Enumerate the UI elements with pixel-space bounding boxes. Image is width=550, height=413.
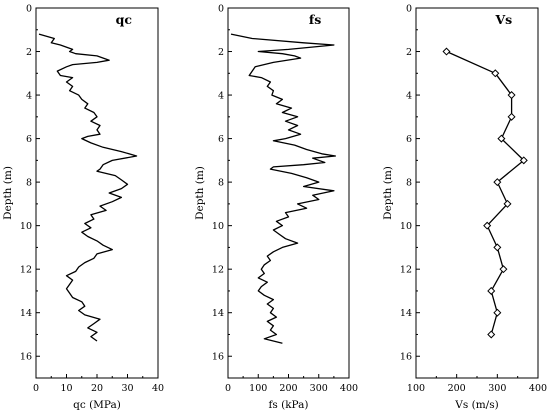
x-tick-label: 300 — [488, 383, 506, 394]
data-point-marker — [487, 286, 496, 295]
data-point-marker — [487, 330, 496, 339]
y-tick-label: 4 — [218, 91, 224, 102]
y-tick-label: 8 — [218, 178, 224, 189]
data-point-marker — [491, 69, 500, 78]
x-tick-label: 10 — [60, 383, 72, 394]
y-tick-label: 8 — [406, 178, 412, 189]
x-tick-label: 200 — [448, 383, 466, 394]
data-point-marker — [483, 221, 492, 230]
series-line-qc — [38, 33, 138, 342]
x-tick-label: 20 — [91, 383, 103, 394]
data-point-marker — [507, 112, 516, 121]
x-tick-label: 200 — [279, 383, 297, 394]
y-tick-label: 8 — [26, 178, 32, 189]
data-point-marker — [519, 156, 528, 165]
data-point-marker — [493, 243, 502, 252]
y-tick-label: 2 — [218, 47, 224, 58]
y-tick-label: 0 — [218, 4, 224, 15]
x-tick-label: 0 — [33, 383, 39, 394]
y-tick-label: 6 — [26, 134, 32, 145]
y-tick-label: 6 — [406, 134, 412, 145]
y-tick-label: 16 — [400, 352, 412, 363]
y-tick-label: 4 — [406, 91, 412, 102]
y-tick-label: 10 — [212, 221, 224, 232]
panel-qc: 0 2 4 6 8 10 12 14 16 0 10 20 30 40 qc (MPa) Depth (m) q… — [2, 4, 164, 412]
y-axis-title: Depth (m) — [2, 166, 14, 220]
x-tick-label: 0 — [225, 383, 231, 394]
panel-title: fs — [309, 12, 321, 27]
x-tick-label: 100 — [407, 383, 425, 394]
y-tick-label: 14 — [212, 308, 224, 319]
x-axis-title: Vs (m/s) — [454, 399, 498, 411]
x-tick-label: 100 — [249, 383, 267, 394]
y-tick-label: 0 — [406, 4, 412, 15]
x-tick-label: 30 — [121, 383, 133, 394]
y-axis-title: Depth (m) — [194, 166, 206, 220]
y-tick-label: 12 — [20, 265, 32, 276]
x-axis-title: fs (kPa) — [268, 399, 308, 411]
y-tick-label: 16 — [212, 352, 224, 363]
y-tick-label: 10 — [400, 221, 412, 232]
y-tick-label: 0 — [26, 4, 32, 15]
y-tick-label: 14 — [20, 308, 32, 319]
x-tick-label: 400 — [529, 383, 547, 394]
x-tick-label: 400 — [340, 383, 358, 394]
y-axis-title: Depth (m) — [382, 166, 394, 220]
y-tick-label: 12 — [400, 265, 412, 276]
data-point-marker — [497, 134, 506, 143]
data-point-marker — [442, 47, 451, 56]
data-point-marker — [493, 178, 502, 187]
panel-title: Vs — [494, 12, 512, 27]
x-axis-title: qc (MPa) — [73, 399, 121, 411]
y-tick-label: 6 — [218, 134, 224, 145]
panel-vs: 0 2 4 6 8 10 12 14 16 100 200 300 400 Vs (m/s) Depth (… — [382, 4, 547, 412]
series-line-fs — [230, 33, 337, 344]
y-tick-label: 4 — [26, 91, 32, 102]
plot-frame — [35, 7, 159, 379]
data-point-marker — [499, 265, 508, 274]
y-tick-label: 2 — [406, 47, 412, 58]
y-tick-label: 10 — [20, 221, 32, 232]
plot-frame — [227, 7, 350, 379]
y-tick-label: 12 — [212, 265, 224, 276]
panel-fs: 0 2 4 6 8 10 12 14 16 0 100 200 300 400 fs (kPa) Depth … — [194, 4, 358, 412]
x-tick-label: 40 — [152, 383, 164, 394]
data-point-marker — [503, 199, 512, 208]
y-tick-label: 2 — [26, 47, 32, 58]
x-tick-label: 300 — [310, 383, 328, 394]
plot-frame — [415, 7, 539, 379]
data-point-marker — [493, 308, 502, 317]
panel-title: qc — [116, 12, 133, 27]
y-tick-label: 16 — [20, 352, 32, 363]
y-tick-label: 14 — [400, 308, 412, 319]
data-point-marker — [507, 91, 516, 100]
